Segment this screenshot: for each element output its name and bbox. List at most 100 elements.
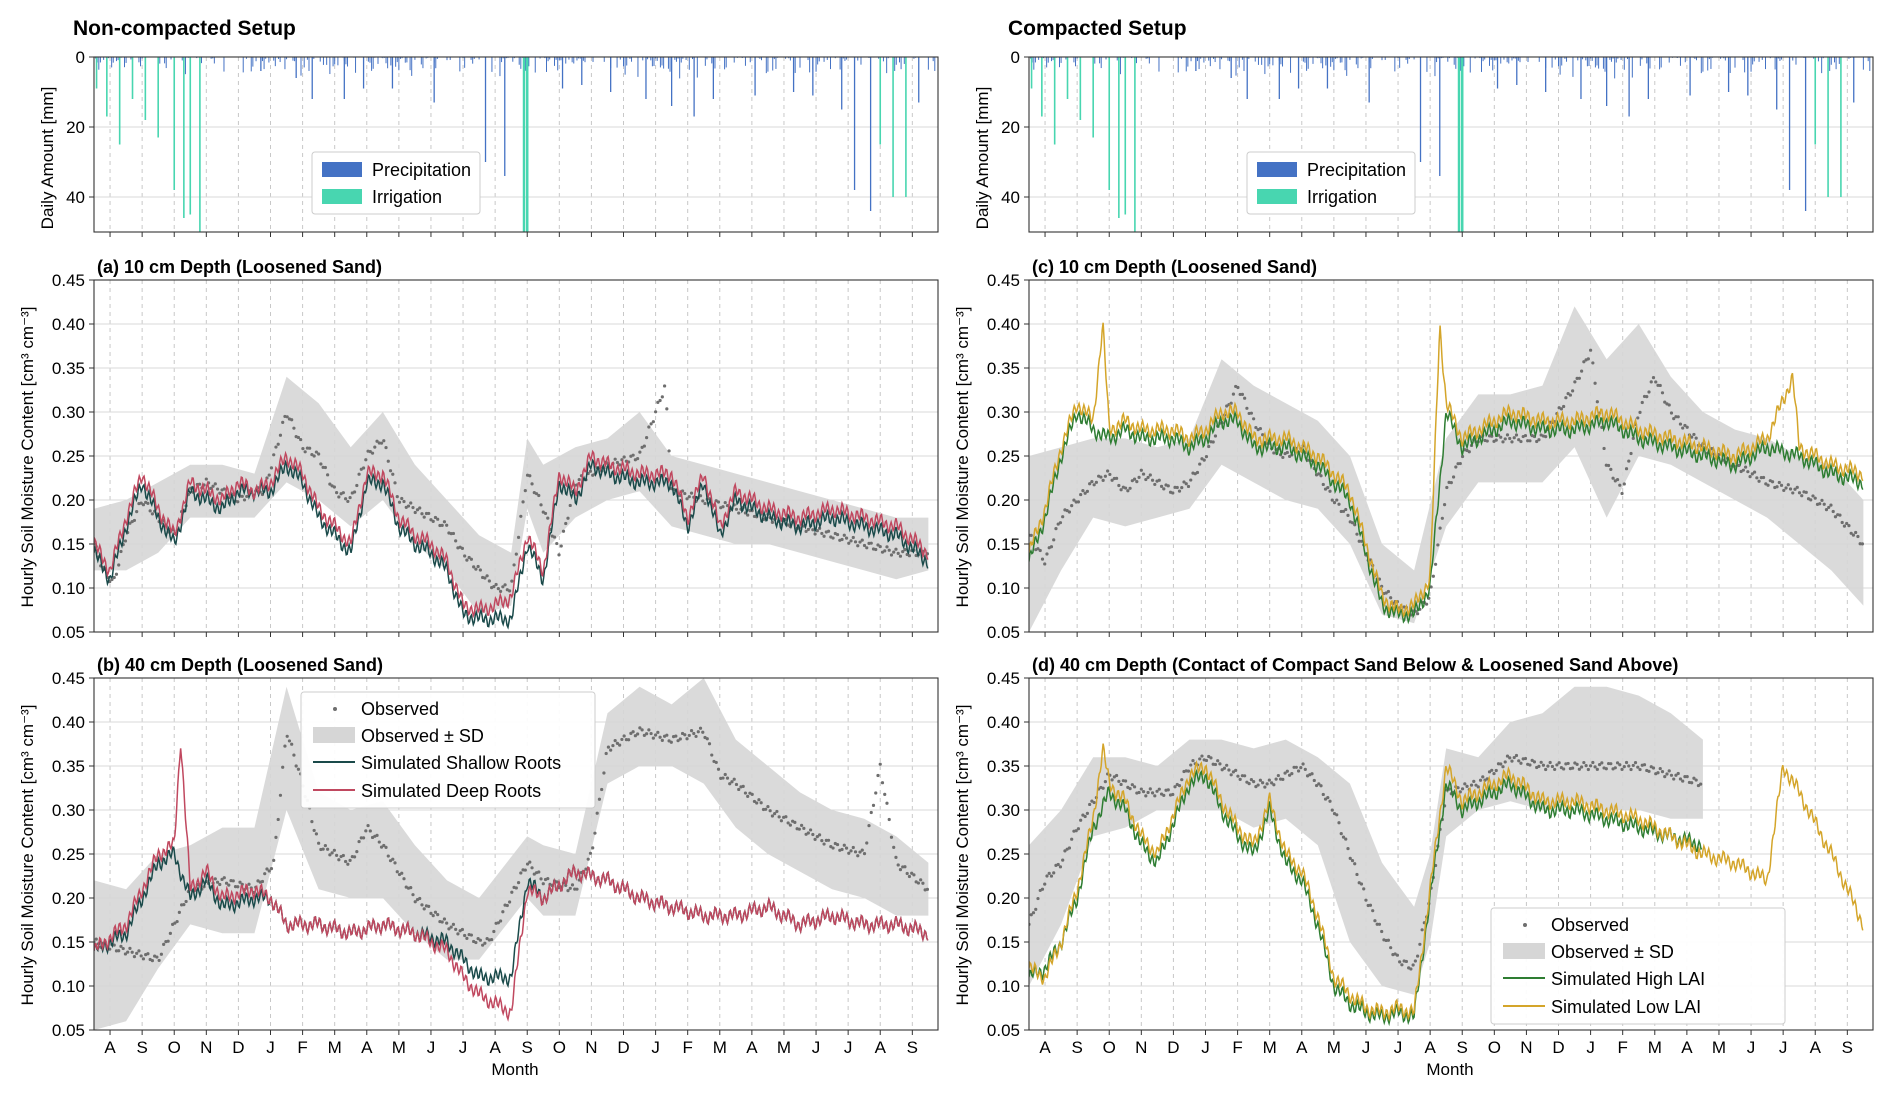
- observed-point: [1791, 491, 1795, 495]
- observed-point: [840, 537, 844, 542]
- x-tick-label: J: [459, 1038, 468, 1057]
- observed-point: [1512, 755, 1516, 760]
- observed-point: [642, 733, 646, 737]
- observed-point: [1571, 389, 1575, 393]
- observed-point: [445, 921, 449, 925]
- observed-point: [1350, 521, 1355, 525]
- observed-point: [1636, 765, 1640, 769]
- observed-point: [1591, 361, 1595, 365]
- observed-point: [1346, 513, 1350, 517]
- x-tick-label: M: [328, 1038, 342, 1057]
- observed-point: [442, 917, 447, 921]
- observed-point: [361, 836, 366, 840]
- observed-point: [1777, 480, 1781, 485]
- series-line-simulated-deep-roots: [94, 449, 929, 619]
- observed-point: [119, 944, 123, 948]
- observed-point: [925, 887, 930, 891]
- observed-point: [1627, 764, 1631, 768]
- observed-point: [907, 554, 912, 558]
- observed-point: [555, 880, 559, 884]
- observed-point: [242, 498, 247, 502]
- x-tick-label: S: [522, 1038, 533, 1057]
- observed-point: [1537, 438, 1541, 442]
- observed-point: [714, 760, 718, 765]
- observed-point: [272, 453, 276, 457]
- observed-point: [1139, 468, 1143, 472]
- observed-point: [427, 511, 431, 516]
- observed-point: [1523, 756, 1528, 761]
- observed-point: [1557, 761, 1561, 765]
- observed-point: [1162, 793, 1166, 797]
- observed-point: [784, 815, 788, 819]
- observed-point: [1150, 791, 1155, 795]
- x-tick-label: O: [1488, 1038, 1501, 1057]
- observed-point: [1148, 787, 1152, 791]
- observed-point: [355, 850, 359, 854]
- observed-point: [343, 497, 348, 501]
- observed-point: [1162, 487, 1166, 491]
- x-tick-label: S: [136, 1038, 147, 1057]
- panel-a-ylabel: Hourly Soil Moisture Content [cm³ cm⁻³]: [18, 307, 37, 608]
- legend-marker-observed: [1523, 923, 1527, 927]
- observed-point: [901, 550, 905, 554]
- observed-point: [382, 439, 386, 443]
- observed-point: [132, 518, 137, 523]
- observed-point: [139, 501, 143, 505]
- observed-point: [141, 957, 146, 961]
- legend-label-series-1: Simulated Shallow Roots: [361, 753, 561, 773]
- observed-point: [649, 731, 653, 736]
- observed-point: [341, 853, 345, 858]
- observed-point: [132, 955, 137, 959]
- observed-point: [487, 579, 491, 583]
- observed-point: [1186, 769, 1191, 773]
- observed-point: [377, 840, 381, 844]
- observed-point: [319, 462, 323, 466]
- observed-point: [1130, 783, 1134, 787]
- observed-point: [1624, 760, 1629, 765]
- observed-point: [1150, 478, 1155, 482]
- observed-point: [1310, 772, 1314, 776]
- observed-point: [364, 458, 368, 462]
- observed-point: [310, 820, 314, 824]
- observed-point: [1681, 779, 1685, 783]
- observed-point: [1690, 781, 1694, 785]
- observed-point: [1038, 548, 1042, 553]
- observed-point: [1526, 439, 1530, 443]
- observed-point: [1092, 483, 1096, 487]
- observed-point: [1177, 489, 1182, 493]
- observed-point: [516, 535, 521, 539]
- observed-point: [1566, 761, 1570, 766]
- observed-point: [269, 867, 274, 871]
- observed-point: [175, 919, 179, 924]
- observed-point: [418, 506, 422, 510]
- observed-point: [1499, 762, 1503, 766]
- observed-point: [570, 883, 575, 887]
- observed-point: [1535, 439, 1539, 444]
- observed-point: [1804, 490, 1808, 494]
- observed-point: [1854, 530, 1858, 535]
- observed-point: [1784, 486, 1788, 490]
- observed-point: [826, 838, 831, 842]
- panel-b-title: (b) 40 cm Depth (Loosened Sand): [97, 655, 383, 675]
- observed-point: [887, 548, 891, 552]
- observed-point: [204, 477, 208, 481]
- observed-point: [337, 858, 341, 862]
- observed-point: [177, 910, 181, 915]
- observed-point: [1377, 922, 1382, 926]
- observed-point: [907, 874, 912, 879]
- observed-point: [705, 737, 709, 741]
- observed-point: [629, 731, 633, 735]
- legend-label-series-2: Simulated Low LAI: [1551, 997, 1701, 1017]
- observed-point: [1321, 792, 1325, 797]
- observed-point: [510, 579, 514, 583]
- observed-point: [710, 753, 714, 757]
- observed-point: [400, 496, 404, 501]
- observed-point: [1236, 774, 1240, 778]
- observed-point: [698, 726, 703, 730]
- observed-point: [1770, 480, 1775, 484]
- observed-point: [285, 415, 289, 419]
- observed-point: [1555, 763, 1559, 767]
- observed-point: [1505, 754, 1510, 758]
- observed-point: [454, 539, 458, 543]
